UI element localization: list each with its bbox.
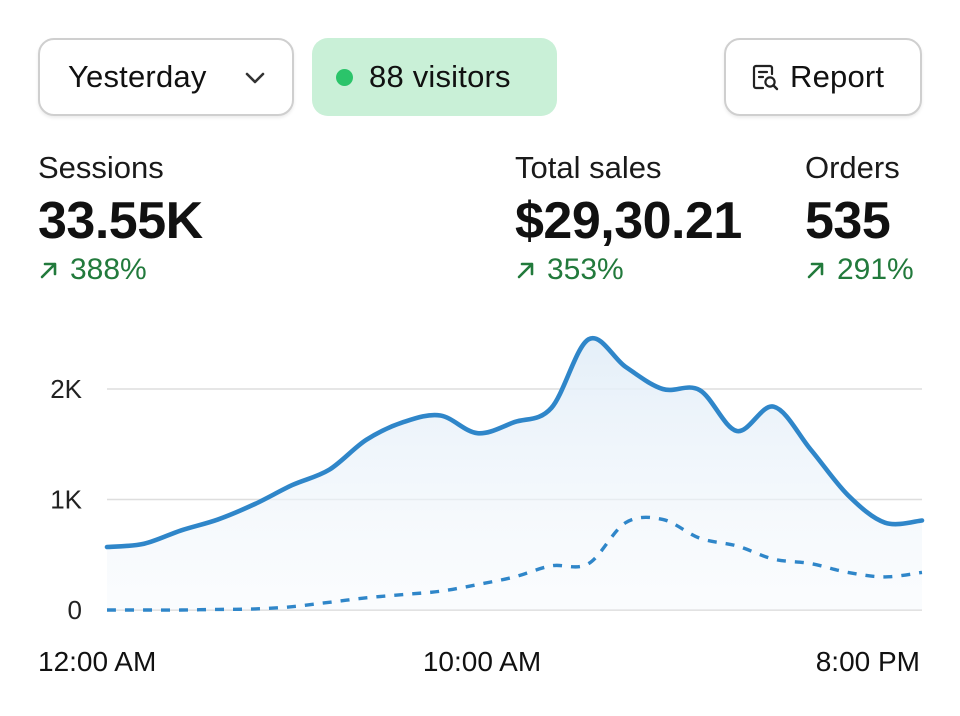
date-range-label: Yesterday [68, 59, 207, 94]
arrow-up-right-icon [40, 262, 57, 279]
metric-change-value: 353% [547, 253, 624, 286]
chart-area-fill [107, 338, 922, 610]
y-tick-label: 0 [68, 595, 82, 625]
metric-value: 33.55K [38, 192, 203, 250]
metric-change: 291% [805, 250, 914, 290]
series-area [107, 338, 922, 610]
metric-label: Sessions [38, 150, 164, 185]
metric-value: 535 [805, 192, 891, 250]
metric-orders[interactable]: Orders 535 291% [805, 148, 914, 290]
chart-lines [104, 335, 925, 612]
report-search-icon [752, 64, 779, 91]
x-tick-label: 12:00 AM [38, 646, 156, 677]
chevron-down-icon [245, 72, 265, 84]
metric-change: 353% [515, 250, 742, 290]
series-line-comparison [107, 515, 923, 612]
chart-x-axis: 12:00 AM 10:00 AM 8:00 PM [38, 646, 920, 677]
chart-y-axis: 0 1K 2K [50, 374, 82, 625]
metric-change-value: 388% [70, 253, 147, 286]
metric-total-sales[interactable]: Total sales $29,30.21 353% [515, 148, 742, 290]
report-button[interactable]: Report [724, 38, 922, 116]
metric-change-value: 291% [837, 253, 914, 286]
x-tick-label: 8:00 PM [816, 646, 920, 677]
metric-label: Orders [805, 150, 900, 185]
metric-change: 388% [38, 250, 203, 290]
metric-sessions[interactable]: Sessions 33.55K 388% [38, 148, 203, 290]
y-tick-label: 1K [50, 485, 82, 515]
arrow-up-right-icon [807, 262, 824, 279]
arrow-up-right-icon [517, 262, 534, 279]
metric-value: $29,30.21 [515, 192, 742, 250]
live-visitors-badge[interactable]: 88 visitors [312, 38, 557, 116]
live-dot-icon [336, 68, 353, 86]
live-visitors-label: 88 visitors [369, 59, 511, 94]
y-tick-label: 2K [50, 374, 82, 404]
metric-label: Total sales [515, 150, 662, 185]
report-label: Report [790, 59, 885, 94]
series-line-current [104, 335, 925, 550]
x-tick-label: 10:00 AM [423, 646, 541, 677]
date-range-dropdown[interactable]: Yesterday [38, 38, 294, 116]
